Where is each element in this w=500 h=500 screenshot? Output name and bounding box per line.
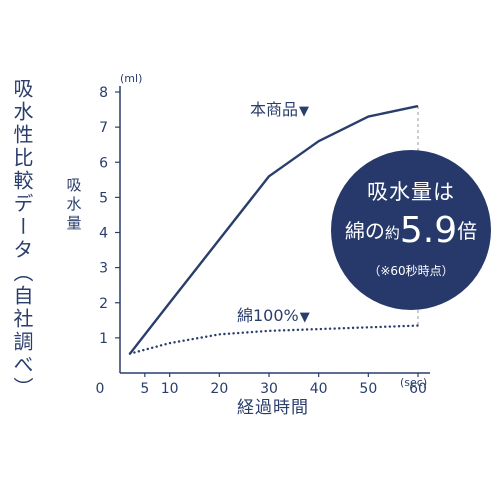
x-tick-label: 20 [210, 381, 228, 397]
x-tick-label: 30 [260, 381, 278, 397]
series-line-0 [128, 104, 419, 355]
badge-suffix: 倍 [457, 219, 478, 243]
series-label-product-text: 本商品 [250, 100, 299, 119]
y-tick-label: 1 [99, 331, 108, 347]
y-axis-label: 吸水量 [64, 176, 84, 233]
x-tick-label: 0 [96, 381, 105, 397]
series-label-product: 本商品▼ [250, 96, 309, 120]
badge-approx: 約 [384, 224, 400, 242]
x-tick-label: 50 [359, 381, 377, 397]
badge-line1: 吸水量は [367, 180, 455, 204]
comparison-badge: 吸水量は 綿の約5.9倍 （※60秒時点） [331, 150, 491, 310]
y-tick-label: 8 [99, 85, 108, 101]
x-axis-unit: (sec) [400, 376, 428, 389]
badge-note: （※60秒時点） [368, 264, 454, 278]
y-tick-label: 3 [99, 261, 108, 277]
badge-line2: 綿の約5.9倍 [331, 210, 491, 251]
series-label-cotton-text: 綿100% [237, 306, 299, 325]
badge-value: 5.9 [399, 210, 458, 251]
y-tick-label: 7 [99, 120, 108, 136]
y-tick-label: 6 [99, 155, 108, 171]
x-tick-label: 10 [161, 381, 179, 397]
y-tick-label: 2 [99, 296, 108, 312]
vertical-title: 吸水性比較データ（自社調べ） [10, 78, 34, 400]
x-tick-label: 40 [310, 381, 328, 397]
y-axis-label-char: 水 [66, 195, 82, 213]
x-tick-label: 5 [140, 381, 149, 397]
y-axis-label-char: 吸 [66, 176, 82, 194]
x-axis-label: 経過時間 [237, 398, 309, 418]
triangle-down-icon: ▼ [299, 310, 310, 325]
y-tick-label: 5 [99, 190, 108, 206]
triangle-down-icon: ▼ [299, 104, 310, 119]
series-line-1 [128, 324, 420, 355]
series-label-cotton: 綿100%▼ [237, 302, 310, 326]
y-axis-unit: (ml) [120, 72, 143, 85]
y-axis-label-char: 量 [66, 214, 82, 232]
y-tick-label: 4 [99, 226, 108, 242]
badge-prefix: 綿の [344, 219, 385, 243]
x-tick-label: 60 [409, 381, 427, 397]
